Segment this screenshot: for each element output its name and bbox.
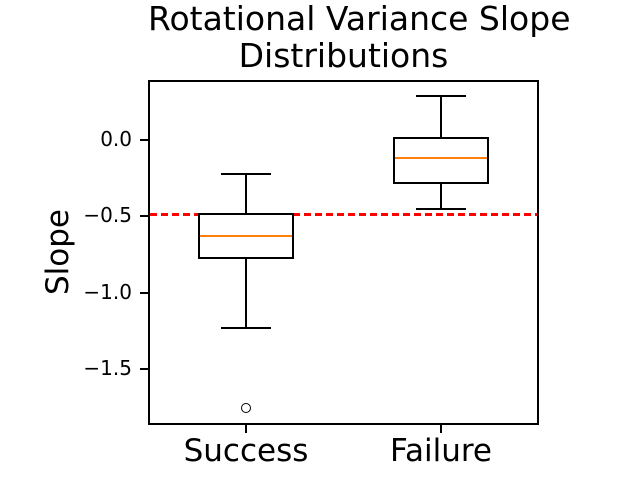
whisker-cap-upper bbox=[416, 95, 466, 97]
chart-title-line-1: Rotational Variance Slope bbox=[148, 0, 571, 38]
y-tick-label: −1.0 bbox=[83, 280, 132, 304]
y-tick-mark bbox=[140, 292, 148, 294]
median-line bbox=[200, 235, 292, 237]
box-iqr bbox=[393, 137, 489, 184]
y-tick-mark bbox=[140, 139, 148, 141]
x-tick-mark bbox=[440, 425, 442, 433]
y-tick-mark bbox=[140, 215, 148, 217]
y-tick-label: −1.5 bbox=[83, 356, 132, 380]
whisker-cap-upper bbox=[221, 173, 271, 175]
whisker-stem-upper bbox=[440, 96, 442, 137]
y-tick-label: −0.5 bbox=[83, 203, 132, 227]
whisker-cap-lower bbox=[416, 208, 466, 210]
y-tick-mark bbox=[140, 368, 148, 370]
chart-title: Rotational Variance Slope Distributions bbox=[148, 0, 571, 75]
whisker-stem-lower bbox=[245, 259, 247, 328]
x-tick-label: Failure bbox=[390, 433, 492, 469]
whisker-stem-lower bbox=[440, 184, 442, 208]
y-tick-label: 0.0 bbox=[100, 127, 132, 151]
whisker-stem-upper bbox=[245, 174, 247, 214]
whisker-cap-lower bbox=[221, 327, 271, 329]
x-tick-label: Success bbox=[183, 433, 309, 469]
outlier-point bbox=[241, 403, 251, 413]
x-tick-mark bbox=[245, 425, 247, 433]
median-line bbox=[395, 157, 487, 159]
reference-line bbox=[150, 213, 537, 216]
chart-title-line-2: Distributions bbox=[238, 36, 449, 75]
